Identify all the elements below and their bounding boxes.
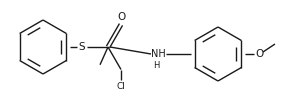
Text: S: S	[79, 42, 85, 52]
Text: H: H	[153, 61, 159, 71]
Text: NH: NH	[151, 49, 165, 59]
Text: O: O	[118, 13, 126, 22]
Text: Cl: Cl	[116, 82, 125, 91]
Text: O: O	[255, 49, 263, 59]
